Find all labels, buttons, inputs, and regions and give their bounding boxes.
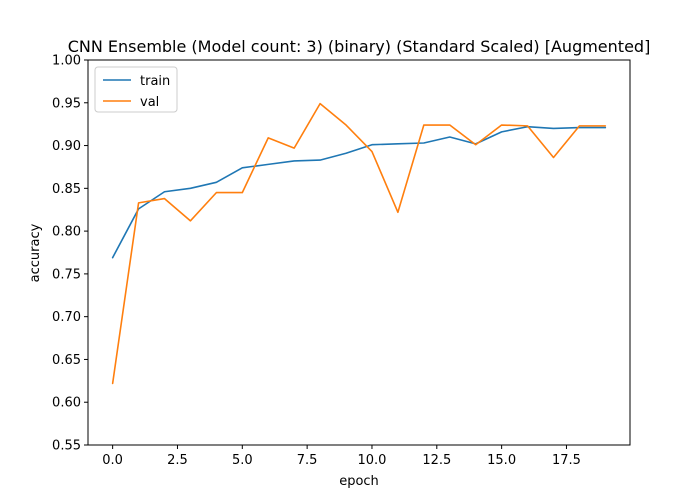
series-line-val <box>111 102 607 385</box>
y-tick-label: 0.90 <box>52 139 81 154</box>
chart-title: CNN Ensemble (Model count: 3) (binary) (… <box>68 37 651 56</box>
plot-frame <box>87 59 631 446</box>
legend-label-train: train <box>140 74 170 89</box>
series-line-train <box>111 125 607 259</box>
x-tick-label: 5.0 <box>232 453 253 468</box>
y-tick-label: 0.60 <box>52 396 81 411</box>
y-axis-label: accuracy <box>28 223 43 282</box>
series-layer <box>111 102 607 385</box>
y-tick-label: 0.70 <box>52 310 81 325</box>
plot-area <box>87 59 631 446</box>
x-tick-label: 15.0 <box>487 453 516 468</box>
legend-label-val: val <box>140 95 159 110</box>
y-axis: 0.55 0.60 0.65 0.70 0.75 0.80 0.85 0.90 0.95 1.00 <box>52 54 88 454</box>
x-tick-label: 12.5 <box>422 453 451 468</box>
x-tick-label: 7.5 <box>297 453 318 468</box>
y-tick-label: 0.85 <box>52 182 81 197</box>
y-tick-label: 0.95 <box>52 96 81 111</box>
y-tick-label: 0.75 <box>52 267 81 282</box>
plot-background <box>88 60 630 445</box>
x-axis: 0.0 2.5 5.0 7.5 10.0 12.5 15.0 17.5 <box>102 445 581 468</box>
y-tick-label: 0.80 <box>52 225 81 240</box>
y-tick-label: 0.55 <box>52 439 81 454</box>
x-tick-label: 0.0 <box>102 453 123 468</box>
x-tick-label: 2.5 <box>167 453 188 468</box>
x-tick-label: 10.0 <box>357 453 386 468</box>
x-axis-label: epoch <box>339 474 379 489</box>
x-tick-label: 17.5 <box>552 453 581 468</box>
y-tick-label: 1.00 <box>52 54 81 69</box>
y-tick-label: 0.65 <box>52 353 81 368</box>
legend: train val <box>94 66 178 113</box>
